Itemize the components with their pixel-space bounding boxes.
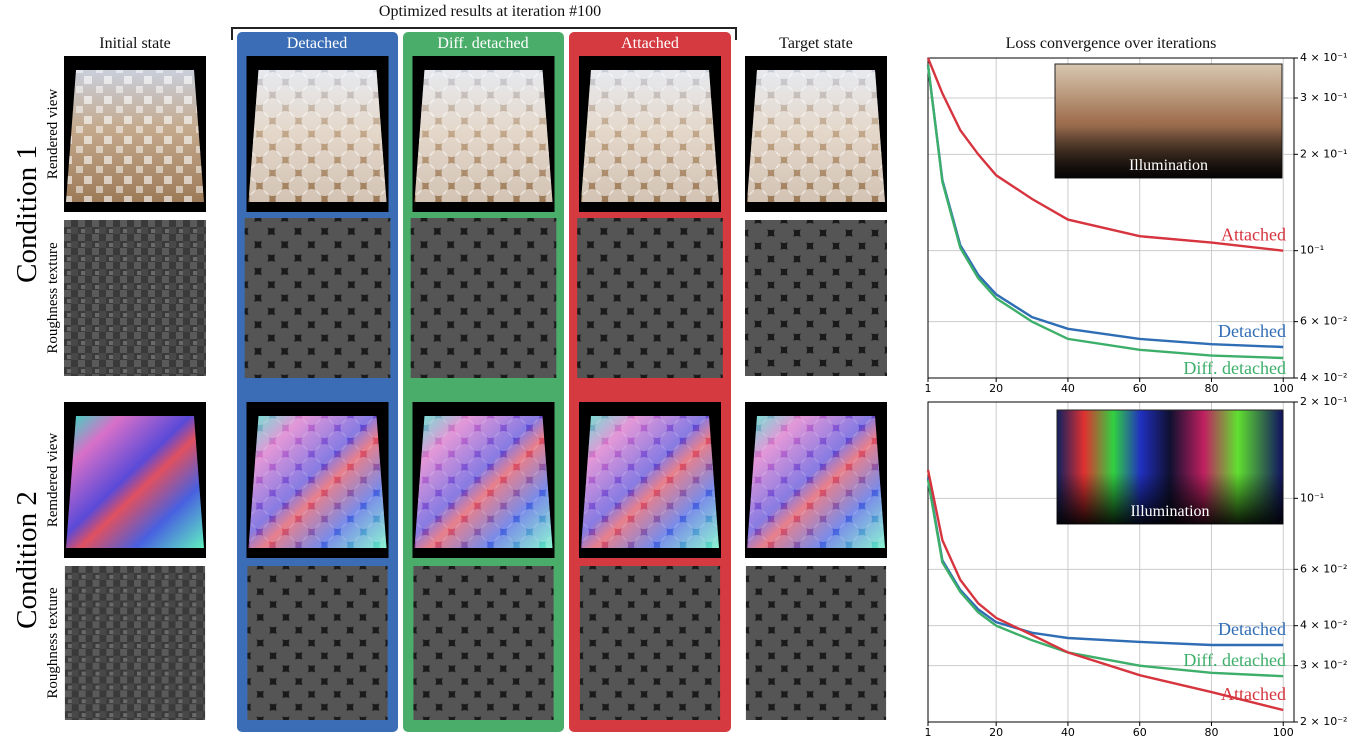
image — [247, 56, 389, 212]
column-label: Diff. detached — [437, 35, 528, 52]
column-label: Initial state — [99, 35, 171, 52]
image — [579, 56, 721, 212]
column-label: Target state — [779, 35, 853, 52]
charts: Loss convergence over iterations 4 × 10⁻¹… — [925, 35, 1348, 739]
y-tick-label: 6 × 10⁻² — [1300, 315, 1347, 328]
x-tick-label: 60 — [1133, 726, 1147, 739]
series-label: Detached — [1218, 321, 1286, 341]
image — [247, 566, 387, 720]
x-tick-label: 100 — [1273, 382, 1294, 395]
x-tick-label: 1 — [925, 726, 932, 739]
y-tick-label: 4 × 10⁻² — [1300, 619, 1347, 632]
image — [579, 402, 721, 558]
series-label: Diff. detached — [1183, 650, 1286, 670]
y-tick-label: 6 × 10⁻² — [1300, 562, 1347, 575]
image — [413, 402, 555, 558]
image — [411, 218, 557, 378]
x-tick-label: 20 — [989, 726, 1003, 739]
figure: Optimized results at iteration #100 Init… — [0, 0, 1368, 744]
image — [745, 402, 887, 558]
column-label: Attached — [621, 35, 679, 52]
row-label: Roughness texture — [45, 242, 61, 354]
image — [247, 402, 389, 558]
image — [65, 566, 205, 720]
image — [64, 220, 206, 376]
inset-label: Illumination — [1130, 503, 1209, 520]
y-tick-label: 10⁻¹ — [1300, 244, 1324, 257]
y-tick-label: 4 × 10⁻² — [1300, 371, 1347, 384]
figure-header: Optimized results at iteration #100 — [379, 3, 601, 20]
x-tick-label: 40 — [1061, 382, 1075, 395]
image — [577, 218, 723, 378]
y-tick-label: 10⁻¹ — [1300, 491, 1324, 504]
x-tick-label: 1 — [925, 382, 932, 395]
image — [745, 220, 887, 376]
condition-label: Condition 2 — [11, 491, 43, 629]
image — [245, 218, 391, 378]
image — [745, 56, 887, 212]
condition-label: Condition 1 — [11, 145, 43, 283]
series-label: Attached — [1221, 225, 1286, 245]
row-label: Remdered view — [45, 433, 61, 528]
image — [64, 56, 206, 212]
chart-title: Loss convergence over iterations — [1006, 35, 1217, 52]
image — [413, 56, 555, 212]
y-tick-label: 2 × 10⁻¹ — [1300, 395, 1347, 408]
image — [746, 566, 886, 720]
y-tick-label: 4 × 10⁻¹ — [1300, 51, 1347, 64]
row-label: Roughness texture — [45, 587, 61, 699]
x-tick-label: 80 — [1204, 382, 1218, 395]
image — [64, 402, 206, 558]
x-tick-label: 80 — [1204, 726, 1218, 739]
y-tick-label: 2 × 10⁻² — [1300, 715, 1347, 728]
x-tick-label: 100 — [1273, 726, 1294, 739]
series-label: Detached — [1218, 619, 1286, 639]
series-label: Diff. detached — [1183, 358, 1286, 378]
inset-label: Illumination — [1129, 157, 1208, 174]
image — [580, 566, 720, 720]
row-label: Rendered view — [45, 89, 61, 180]
y-tick-label: 3 × 10⁻² — [1300, 659, 1347, 672]
image — [413, 566, 553, 720]
x-tick-label: 20 — [989, 382, 1003, 395]
y-tick-label: 3 × 10⁻¹ — [1300, 91, 1347, 104]
column-label: Detached — [287, 35, 347, 52]
x-tick-label: 60 — [1133, 382, 1147, 395]
series-label: Attached — [1221, 684, 1286, 704]
y-tick-label: 2 × 10⁻¹ — [1300, 147, 1347, 160]
x-tick-label: 40 — [1061, 726, 1075, 739]
